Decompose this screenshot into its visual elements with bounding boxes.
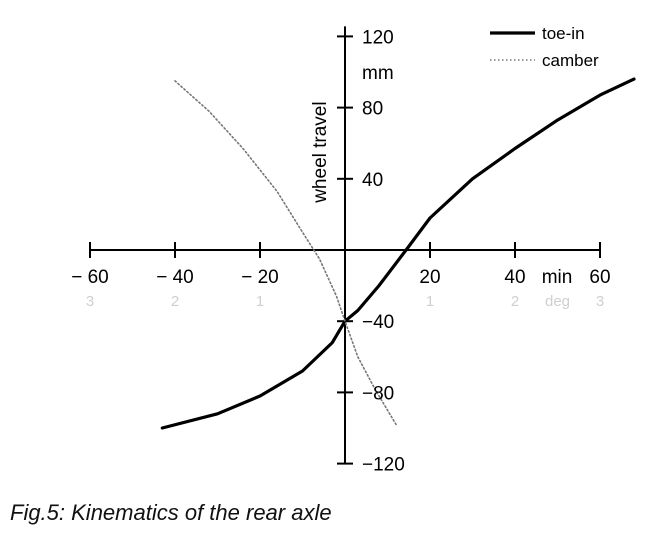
curves xyxy=(160,77,636,430)
x-tick-label: − 20 xyxy=(241,267,279,288)
figure-caption: Fig.5: Kinematics of the rear axle xyxy=(10,500,332,525)
chart-svg: − 60 − 40 − 20 20 40 60 min 3 2 1 1 2 3 deg 120 80 40 −40… xyxy=(71,24,636,476)
secondary-x-tick-label: 3 xyxy=(596,293,604,310)
y-tick-label: −120 xyxy=(362,455,405,476)
legend-label-toe-in: toe-in xyxy=(542,24,585,43)
x-tick-label: 60 xyxy=(589,267,610,288)
secondary-x-tick-label: 2 xyxy=(171,293,179,310)
y-tick-label: 120 xyxy=(362,27,394,48)
x-axis-unit: min xyxy=(542,267,573,288)
x-tick-label: 20 xyxy=(419,267,440,288)
y-tick-label: 80 xyxy=(362,99,383,120)
series-line-toe-in xyxy=(160,77,636,430)
axes xyxy=(89,26,601,465)
y-axis-unit: mm xyxy=(362,63,394,84)
secondary-x-tick-label: 1 xyxy=(426,293,434,310)
secondary-x-tick-label: 1 xyxy=(256,293,264,310)
series-line-camber xyxy=(174,80,397,426)
secondary-x-unit: deg xyxy=(545,293,570,310)
x-tick-label: − 40 xyxy=(156,267,194,288)
y-tick-label: 40 xyxy=(362,170,383,191)
legend: toe-in camber xyxy=(490,24,599,70)
y-tick-label: −80 xyxy=(362,383,394,404)
legend-label-camber: camber xyxy=(542,51,599,70)
y-tick-label: −40 xyxy=(362,312,394,333)
secondary-x-tick-label: 2 xyxy=(511,293,519,310)
labels: − 60 − 40 − 20 20 40 60 min 3 2 1 1 2 3 deg 120 80 40 −40… xyxy=(71,27,610,475)
y-axis-label: wheel travel xyxy=(310,101,331,203)
x-tick-label: 40 xyxy=(504,267,525,288)
x-tick-label: − 60 xyxy=(71,267,109,288)
secondary-x-tick-label: 3 xyxy=(86,293,94,310)
